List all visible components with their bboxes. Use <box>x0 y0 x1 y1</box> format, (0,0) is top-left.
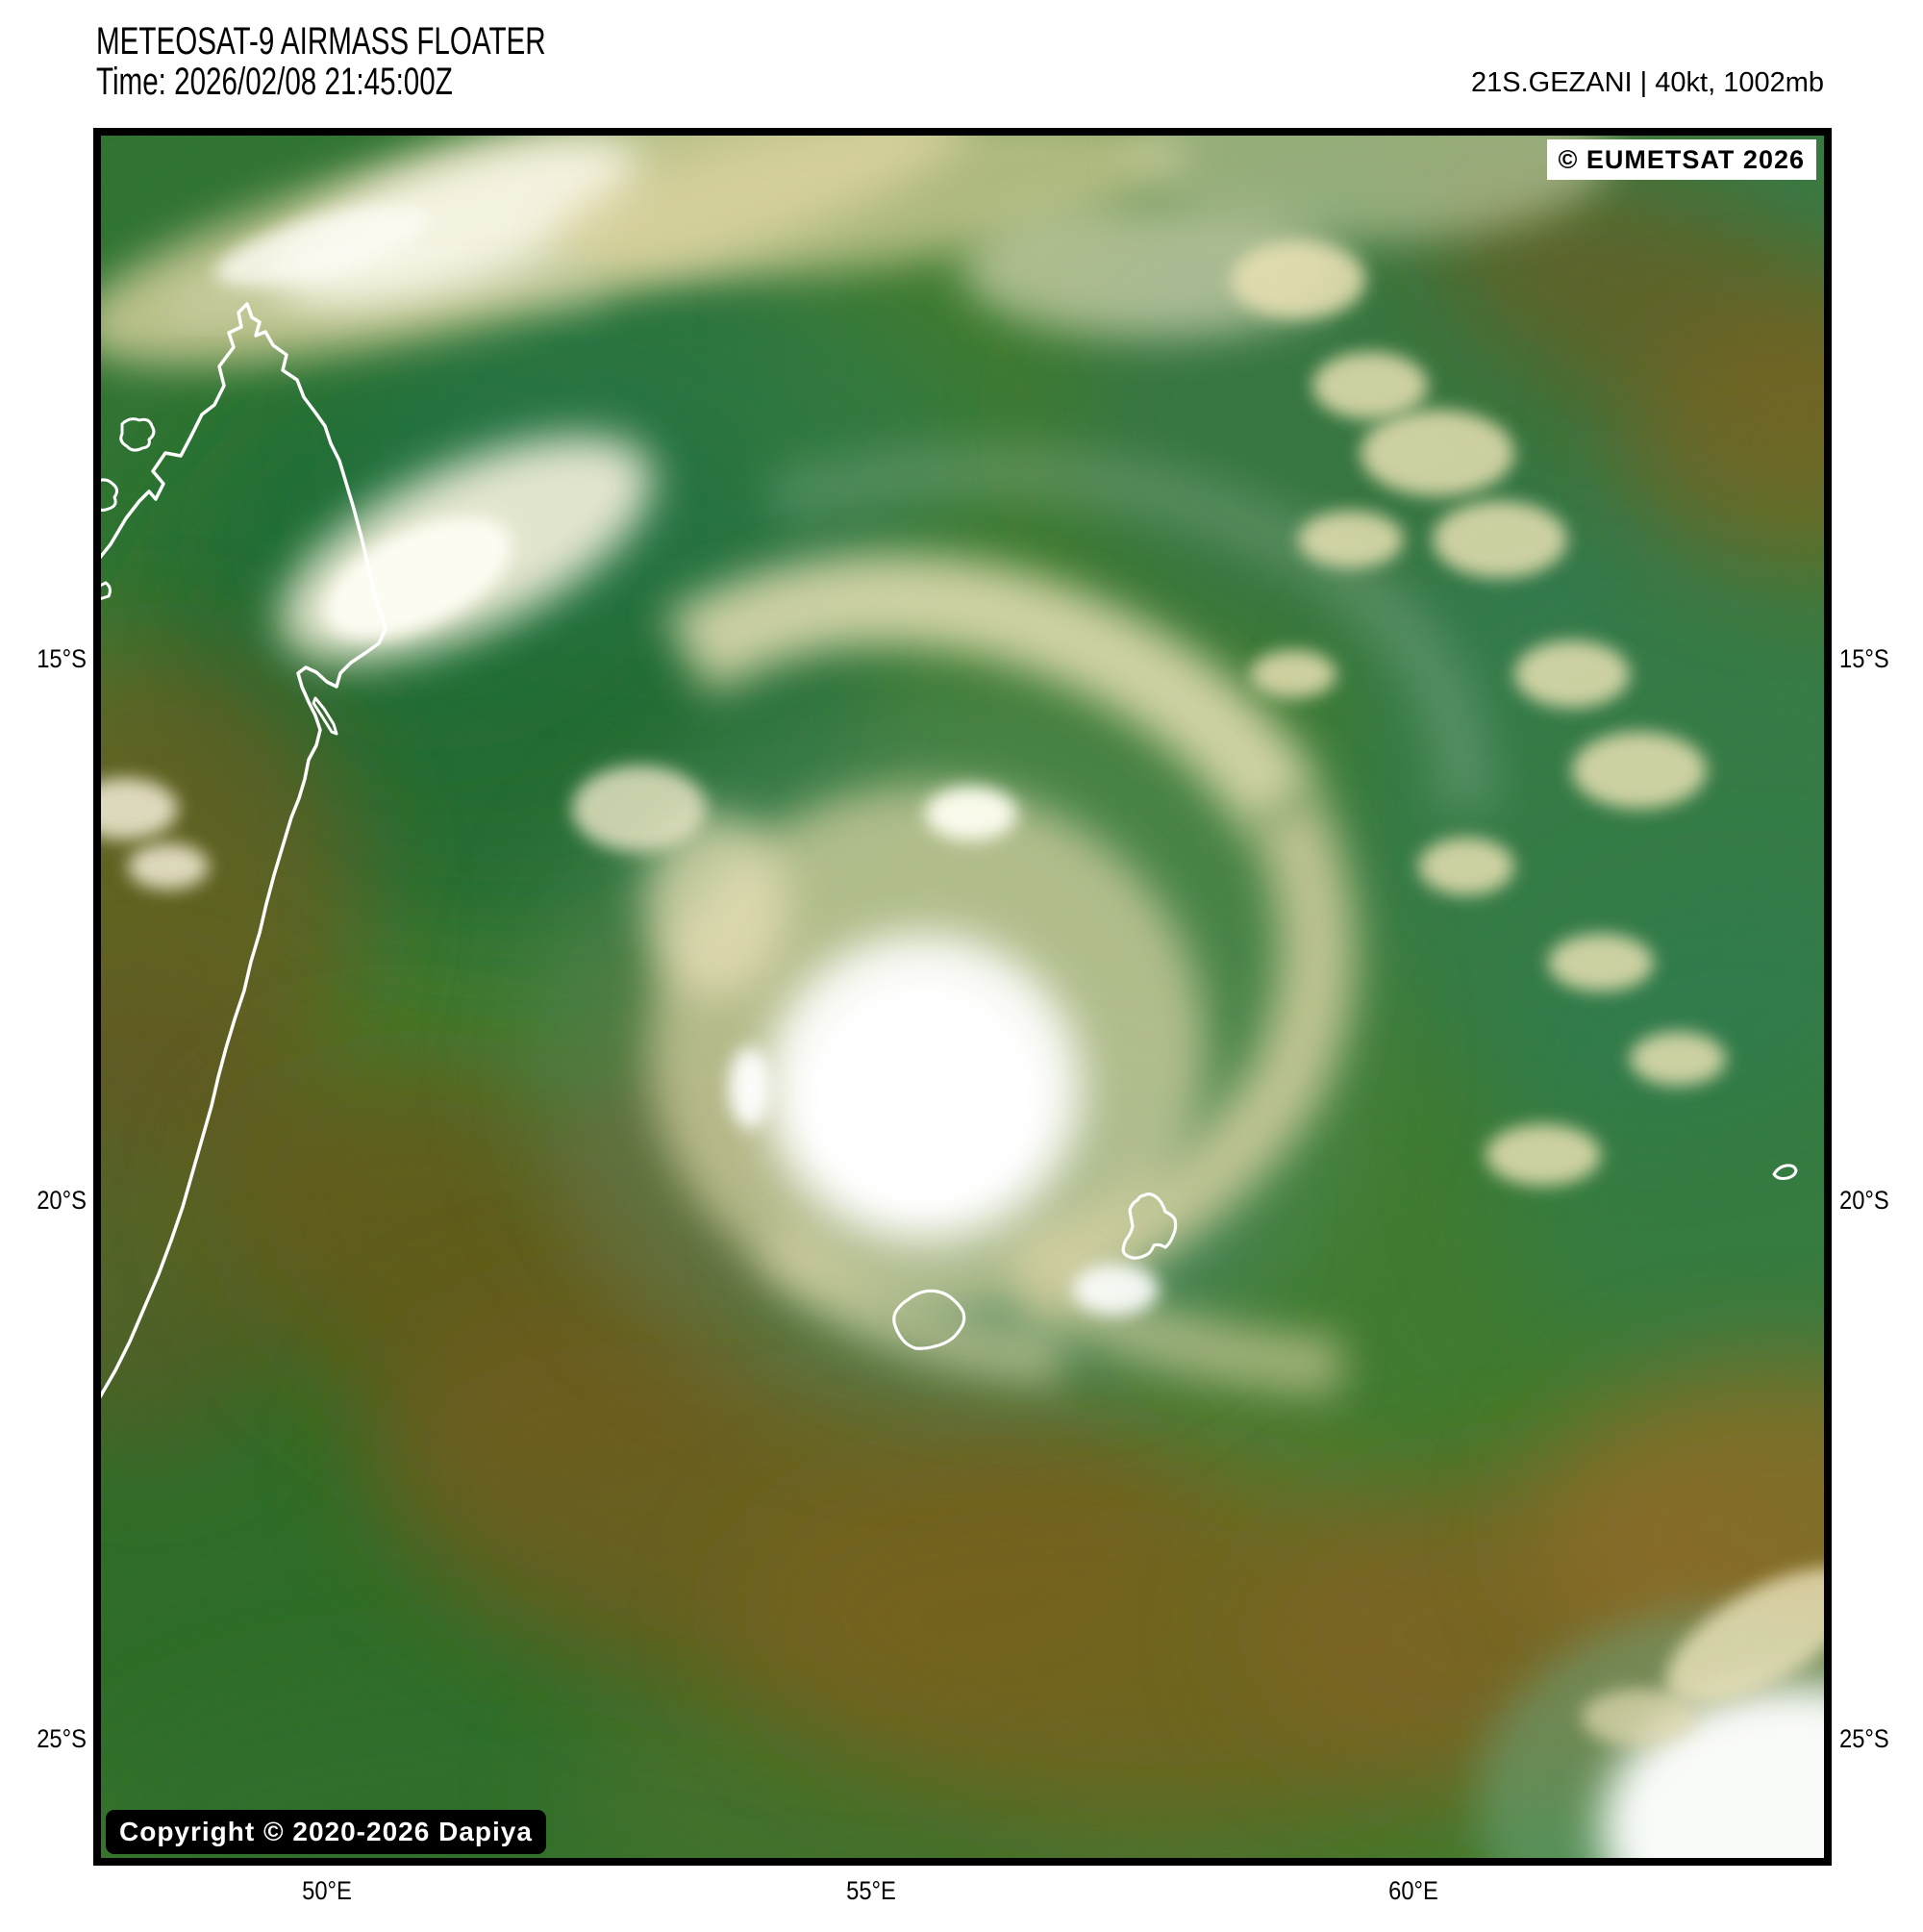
lat-label-25s-right: 25°S <box>1839 1724 1889 1753</box>
lat-label-15s-right: 15°S <box>1839 644 1889 673</box>
lat-label-20s-right: 20°S <box>1839 1186 1889 1215</box>
noise-overlay <box>101 136 1824 1858</box>
storm-info-label: 21S.GEZANI | 40kt, 1002mb <box>1471 67 1824 98</box>
satellite-image-frame: © EUMETSAT 2026 Copyright © 2020-2026 Da… <box>93 128 1832 1866</box>
lat-label-20s-left: 20°S <box>37 1186 87 1215</box>
satellite-rgb-scene <box>101 136 1824 1858</box>
lat-label-25s-left: 25°S <box>37 1724 87 1753</box>
copyright-badge: Copyright © 2020-2026 Dapiya <box>106 1810 546 1854</box>
eumetsat-credit-badge: © EUMETSAT 2026 <box>1546 139 1816 180</box>
lon-label-60e: 60°E <box>1388 1876 1438 1905</box>
lon-label-50e: 50°E <box>302 1876 352 1905</box>
product-timestamp: Time: 2026/02/08 21:45:00Z <box>96 61 453 103</box>
lat-label-15s-left: 15°S <box>37 644 87 673</box>
product-title: METEOSAT-9 AIRMASS FLOATER <box>96 20 546 63</box>
lon-label-55e: 55°E <box>846 1876 896 1905</box>
